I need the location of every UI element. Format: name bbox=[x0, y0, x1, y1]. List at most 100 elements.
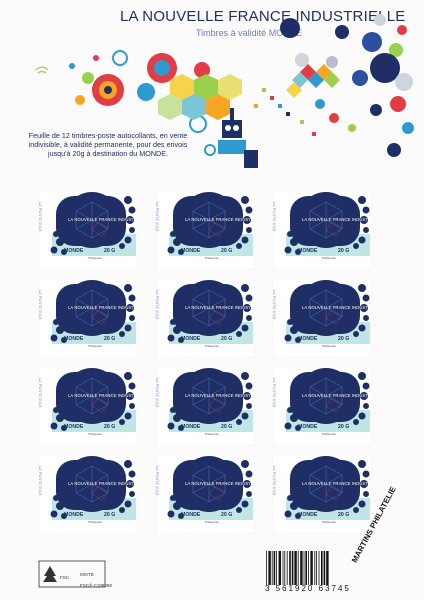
stamp-side-text: LA POSTE 2015 bbox=[272, 465, 278, 496]
stamp-signature: Philaposte bbox=[88, 520, 103, 525]
stamp-destination: MONDE bbox=[298, 336, 318, 343]
stamp-value: 20 G bbox=[338, 248, 350, 255]
circle-cluster bbox=[280, 14, 414, 157]
barcode-bar bbox=[321, 551, 323, 585]
sheet-title: LA NOUVELLE FRANCE INDUSTRIELLE bbox=[120, 8, 406, 25]
stamp-artwork bbox=[155, 366, 255, 446]
stamp-destination: MONDE bbox=[181, 248, 201, 255]
stamp-side-text: LA POSTE 2015 bbox=[38, 377, 44, 408]
stamp-destination: MONDE bbox=[64, 424, 84, 431]
fsc-label: FSC bbox=[60, 575, 69, 580]
stamp: LA POSTE 2015 LA NOUVELLE FRANCE INDUSTRI… bbox=[272, 190, 383, 270]
barcode-bar bbox=[282, 551, 284, 585]
sheet-subtitle: Timbres à validité MONDE bbox=[196, 28, 303, 38]
cube-mosaic bbox=[158, 74, 242, 120]
barcode-bar bbox=[305, 551, 307, 585]
barcode-bar bbox=[266, 551, 267, 585]
stamp-signature: Philaposte bbox=[322, 432, 337, 437]
stamp-destination: MONDE bbox=[64, 248, 84, 255]
stamp-artwork bbox=[38, 278, 138, 358]
stamp-destination: MONDE bbox=[64, 336, 84, 343]
stamp-artwork bbox=[272, 454, 372, 534]
fsc-logo bbox=[38, 560, 106, 588]
barcode-bar bbox=[303, 551, 305, 585]
stamp-signature: Philaposte bbox=[205, 344, 220, 349]
stamp-artwork bbox=[38, 366, 138, 446]
stamp: LA POSTE 2015 LA NOUVELLE FRANCE INDUSTRI… bbox=[155, 278, 266, 358]
stamp-name: LA NOUVELLE FRANCE INDUSTRIELLE bbox=[302, 217, 384, 222]
stamp: LA POSTE 2015 LA NOUVELLE FRANCE INDUSTRI… bbox=[272, 454, 383, 534]
stamp-signature: Philaposte bbox=[88, 344, 103, 349]
stamp-destination: MONDE bbox=[181, 512, 201, 519]
stamp-side-text-box: LA POSTE 2015 bbox=[155, 460, 167, 510]
stamp-name: LA NOUVELLE FRANCE INDUSTRIELLE bbox=[68, 393, 150, 398]
stamp-side-text-box: LA POSTE 2015 bbox=[38, 372, 50, 422]
stamp-artwork bbox=[155, 454, 255, 534]
stamp-side-text-box: LA POSTE 2015 bbox=[155, 196, 167, 246]
stamp-value: 20 G bbox=[104, 336, 116, 343]
stamp-signature: Philaposte bbox=[205, 432, 220, 437]
stamp: LA POSTE 2015 LA NOUVELLE FRANCE INDUSTRI… bbox=[155, 190, 266, 270]
stamp-signature: Philaposte bbox=[205, 256, 220, 261]
stamp-artwork bbox=[155, 190, 255, 270]
stamp: LA POSTE 2015 LA NOUVELLE FRANCE INDUSTRI… bbox=[38, 278, 149, 358]
barcode-bar bbox=[308, 551, 309, 585]
barcode-bar bbox=[318, 551, 320, 585]
stamp-side-text-box: LA POSTE 2015 bbox=[38, 460, 50, 510]
stamp-side-text: LA POSTE 2015 bbox=[272, 289, 278, 320]
stamp-signature: Philaposte bbox=[205, 520, 220, 525]
stamp-name: LA NOUVELLE FRANCE INDUSTRIELLE bbox=[185, 393, 267, 398]
barcode-digits: 3 561920 63745 bbox=[265, 584, 351, 593]
stamp-name: LA NOUVELLE FRANCE INDUSTRIELLE bbox=[302, 481, 384, 486]
barcode-bar bbox=[286, 551, 288, 585]
stamp-artwork bbox=[155, 278, 255, 358]
stamp-name: LA NOUVELLE FRANCE INDUSTRIELLE bbox=[302, 305, 384, 310]
stamp-destination: MONDE bbox=[298, 248, 318, 255]
barcode-bar bbox=[271, 551, 273, 585]
stamp-side-text: LA POSTE 2015 bbox=[155, 289, 161, 320]
stamp-side-text: LA POSTE 2015 bbox=[272, 377, 278, 408]
stamp-signature: Philaposte bbox=[88, 256, 103, 261]
stamp-value: 20 G bbox=[221, 424, 233, 431]
stamp-side-text: LA POSTE 2015 bbox=[272, 201, 278, 232]
stamp-name: LA NOUVELLE FRANCE INDUSTRIELLE bbox=[68, 305, 150, 310]
stamp: LA POSTE 2015 LA NOUVELLE FRANCE INDUSTRI… bbox=[38, 190, 149, 270]
barcode bbox=[266, 551, 329, 585]
stamp-side-text-box: LA POSTE 2015 bbox=[155, 372, 167, 422]
barcode-bar bbox=[276, 551, 277, 585]
stamp-name: LA NOUVELLE FRANCE INDUSTRIELLE bbox=[185, 481, 267, 486]
stamp: LA POSTE 2015 LA NOUVELLE FRANCE INDUSTRI… bbox=[38, 454, 149, 534]
stamp-side-text-box: LA POSTE 2015 bbox=[38, 284, 50, 334]
barcode-bar bbox=[316, 551, 317, 585]
stamp: LA POSTE 2015 LA NOUVELLE FRANCE INDUSTRI… bbox=[272, 278, 383, 358]
barcode-bar bbox=[297, 551, 299, 585]
stamp-grid: LA POSTE 2015 LA NOUVELLE FRANCE INDUSTRI… bbox=[38, 190, 388, 535]
stamp-side-text: LA POSTE 2015 bbox=[38, 201, 44, 232]
stamp-destination: MONDE bbox=[298, 512, 318, 519]
stamp-signature: Philaposte bbox=[322, 256, 337, 261]
barcode-bar bbox=[278, 551, 281, 585]
stamp-side-text: LA POSTE 2015 bbox=[155, 465, 161, 496]
stamp-value: 20 G bbox=[338, 424, 350, 431]
stamp-name: LA NOUVELLE FRANCE INDUSTRIELLE bbox=[302, 393, 384, 398]
stamp-value: 20 G bbox=[104, 248, 116, 255]
wifi-icon bbox=[35, 66, 49, 74]
stamp-side-text-box: LA POSTE 2015 bbox=[155, 284, 167, 334]
barcode-bar bbox=[273, 551, 276, 585]
stamp-value: 20 G bbox=[221, 248, 233, 255]
stamp: LA POSTE 2015 LA NOUVELLE FRANCE INDUSTRI… bbox=[272, 366, 383, 446]
stamp-side-text: LA POSTE 2015 bbox=[38, 465, 44, 496]
mixte-label: MIXTE bbox=[80, 572, 94, 577]
stamp-side-text-box: LA POSTE 2015 bbox=[272, 196, 284, 246]
stamp-name: LA NOUVELLE FRANCE INDUSTRIELLE bbox=[68, 481, 150, 486]
stamp-artwork bbox=[272, 190, 372, 270]
barcode-bar bbox=[291, 551, 294, 585]
diamond-pattern bbox=[286, 64, 340, 98]
stamp-side-text: LA POSTE 2015 bbox=[38, 289, 44, 320]
stamp-value: 20 G bbox=[221, 512, 233, 519]
stamp-destination: MONDE bbox=[181, 424, 201, 431]
stamp-signature: Philaposte bbox=[322, 344, 337, 349]
stamp-signature: Philaposte bbox=[88, 432, 103, 437]
stamp-side-text: LA POSTE 2015 bbox=[155, 377, 161, 408]
